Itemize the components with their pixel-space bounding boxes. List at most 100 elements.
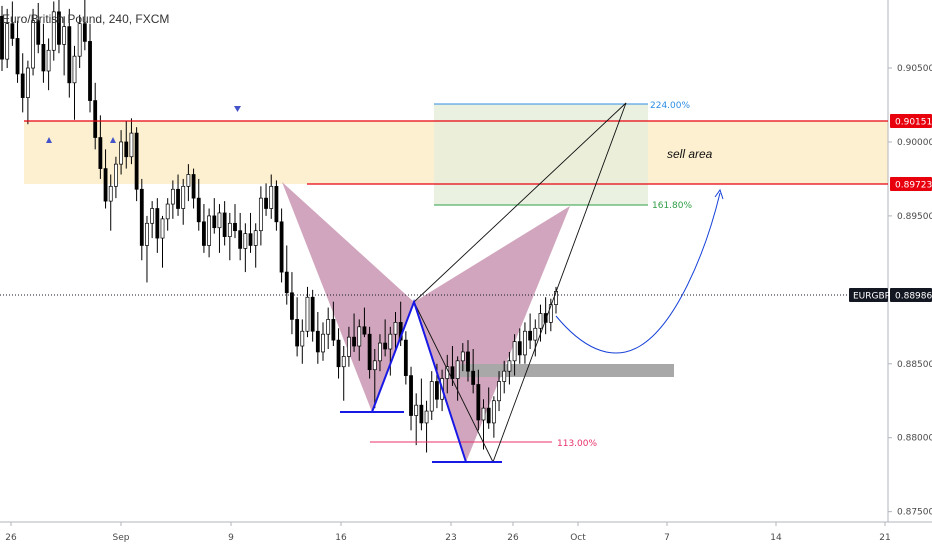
time-tick-label: 9 bbox=[228, 533, 234, 543]
candle bbox=[393, 312, 398, 349]
candle-body bbox=[248, 233, 253, 246]
candle bbox=[31, 8, 35, 76]
candle bbox=[315, 312, 320, 364]
candle-body bbox=[538, 313, 543, 329]
price-tick-label: 0.90000 bbox=[897, 138, 932, 148]
candle-body bbox=[202, 221, 206, 246]
candle-body bbox=[103, 168, 108, 202]
candle bbox=[98, 115, 103, 179]
candle-body bbox=[300, 330, 305, 347]
candle-body bbox=[233, 222, 237, 232]
candle bbox=[341, 346, 346, 401]
time-tick-label: Sep bbox=[113, 533, 130, 543]
svg-text:0.89723: 0.89723 bbox=[895, 181, 932, 191]
candle bbox=[186, 164, 191, 202]
candle bbox=[124, 121, 129, 169]
candle bbox=[82, 0, 87, 51]
fib-label-113: 113.00% bbox=[557, 439, 597, 449]
candle bbox=[429, 371, 434, 420]
candle bbox=[170, 180, 175, 219]
candle-body bbox=[269, 185, 274, 209]
candle bbox=[41, 23, 46, 83]
candle-body bbox=[176, 188, 180, 209]
candle-body bbox=[372, 360, 377, 371]
candle bbox=[207, 208, 212, 258]
candle bbox=[253, 223, 258, 268]
fib-label-1618: 161.80% bbox=[652, 201, 692, 211]
candle-body bbox=[41, 44, 46, 72]
candle bbox=[466, 340, 470, 382]
candle-body bbox=[212, 215, 217, 229]
candle bbox=[103, 149, 108, 209]
candle bbox=[497, 371, 501, 412]
candle bbox=[455, 356, 460, 401]
candle-body bbox=[305, 296, 310, 332]
candle-body bbox=[93, 100, 98, 138]
candle bbox=[202, 204, 206, 253]
candle bbox=[217, 204, 222, 253]
candle bbox=[383, 319, 388, 357]
candle bbox=[290, 272, 294, 335]
time-tick-label: 21 bbox=[879, 533, 890, 543]
candle-body bbox=[145, 222, 149, 246]
candle bbox=[238, 212, 243, 261]
candle bbox=[165, 198, 170, 231]
candle bbox=[409, 366, 413, 431]
candle bbox=[5, 8, 10, 69]
candle bbox=[46, 38, 51, 91]
candle-body bbox=[46, 49, 51, 72]
last-price-tag: 0.88986 bbox=[890, 288, 932, 302]
candle bbox=[67, 8, 72, 98]
candle-body bbox=[326, 319, 331, 335]
candle-body bbox=[108, 185, 113, 202]
candle bbox=[212, 198, 217, 234]
price-axis-ticks: 0.90500 0.90000 0.89500 0.88500 0.88000 0.875… bbox=[888, 64, 932, 518]
time-tick-label: 14 bbox=[770, 533, 782, 543]
candle-body bbox=[310, 296, 315, 332]
candle bbox=[372, 348, 377, 409]
candle-body bbox=[341, 356, 346, 368]
candle-body bbox=[502, 370, 507, 382]
price-tick-label: 0.88000 bbox=[897, 434, 932, 444]
candle-body bbox=[114, 163, 118, 187]
svg-text:EURGBP: EURGBP bbox=[853, 292, 891, 302]
candle bbox=[300, 319, 305, 364]
candle-body bbox=[512, 341, 517, 362]
projection-arrow-head bbox=[714, 188, 724, 200]
candle-body bbox=[243, 233, 248, 249]
candle bbox=[160, 215, 165, 268]
candle-body bbox=[20, 73, 25, 98]
candle-body bbox=[25, 67, 30, 98]
candle-body bbox=[409, 375, 413, 416]
candle bbox=[36, 2, 41, 54]
candle bbox=[321, 322, 325, 361]
candle-body bbox=[207, 215, 212, 246]
candle-body bbox=[497, 381, 501, 402]
candle-body bbox=[362, 326, 367, 335]
candle-body bbox=[450, 366, 455, 379]
candle bbox=[460, 343, 465, 372]
candle-body bbox=[346, 336, 351, 357]
candle-body bbox=[481, 407, 486, 421]
bat-pattern-wing-right bbox=[414, 206, 570, 462]
candle bbox=[233, 204, 237, 239]
candle bbox=[310, 289, 315, 342]
candle-body bbox=[336, 339, 341, 368]
candle bbox=[326, 307, 331, 349]
candle bbox=[10, 1, 15, 46]
candle bbox=[264, 183, 268, 216]
candle bbox=[481, 399, 486, 450]
candle-body bbox=[196, 197, 201, 223]
candle bbox=[486, 387, 491, 429]
candle-body bbox=[507, 360, 512, 372]
candle-body bbox=[222, 212, 227, 237]
candle bbox=[155, 198, 160, 253]
candle-body bbox=[165, 203, 170, 220]
candle bbox=[491, 396, 496, 438]
candle bbox=[471, 348, 476, 394]
candle-body bbox=[160, 218, 165, 239]
candle-body bbox=[155, 208, 160, 239]
candle-body bbox=[476, 384, 481, 421]
candle bbox=[538, 304, 543, 342]
